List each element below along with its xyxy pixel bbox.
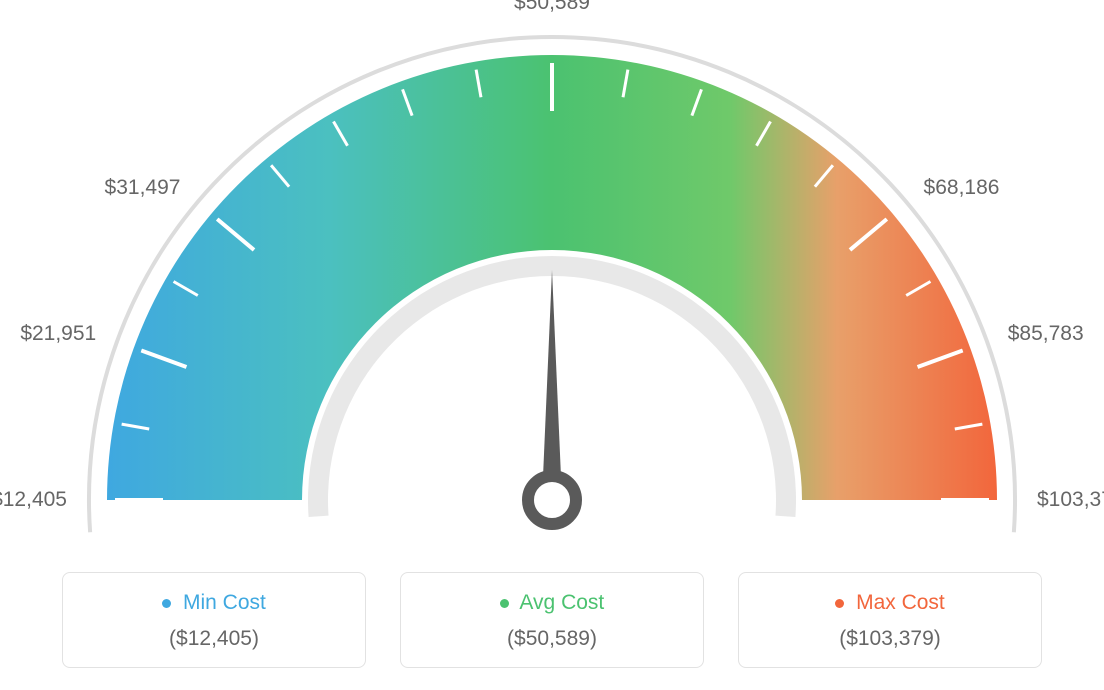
gauge-scale-label: $68,186: [924, 176, 1000, 200]
gauge-svg: [0, 0, 1104, 560]
cost-gauge-chart: $12,405 $21,951 $31,497 $50,589 $68,186 $85,7…: [0, 0, 1104, 690]
legend-avg: Avg Cost ($50,589): [400, 572, 704, 668]
gauge-area: $12,405 $21,951 $31,497 $50,589 $68,186 $85,7…: [0, 0, 1104, 560]
legend-avg-title-text: Avg Cost: [519, 591, 604, 614]
legend-avg-value: ($50,589): [411, 627, 693, 651]
legend-max-dot: [835, 599, 844, 608]
gauge-scale-label: $103,379: [1037, 488, 1104, 512]
gauge-scale-label: $85,783: [1008, 322, 1084, 346]
legend-max: Max Cost ($103,379): [738, 572, 1042, 668]
gauge-scale-label: $50,589: [514, 0, 590, 15]
gauge-needle: [542, 270, 562, 500]
legend-avg-dot: [500, 599, 509, 608]
legend-max-value: ($103,379): [749, 627, 1031, 651]
legend-min: Min Cost ($12,405): [62, 572, 366, 668]
gauge-scale-label: $21,951: [20, 322, 96, 346]
legend-row: Min Cost ($12,405) Avg Cost ($50,589) Ma…: [62, 572, 1042, 668]
gauge-scale-label: $31,497: [105, 176, 181, 200]
legend-min-title: Min Cost: [73, 591, 355, 615]
legend-max-title: Max Cost: [749, 591, 1031, 615]
legend-min-title-text: Min Cost: [183, 591, 266, 614]
legend-max-title-text: Max Cost: [856, 591, 945, 614]
legend-avg-title: Avg Cost: [411, 591, 693, 615]
legend-min-value: ($12,405): [73, 627, 355, 651]
legend-min-dot: [162, 599, 171, 608]
gauge-scale-label: $12,405: [0, 488, 67, 512]
gauge-needle-hub: [528, 476, 576, 524]
